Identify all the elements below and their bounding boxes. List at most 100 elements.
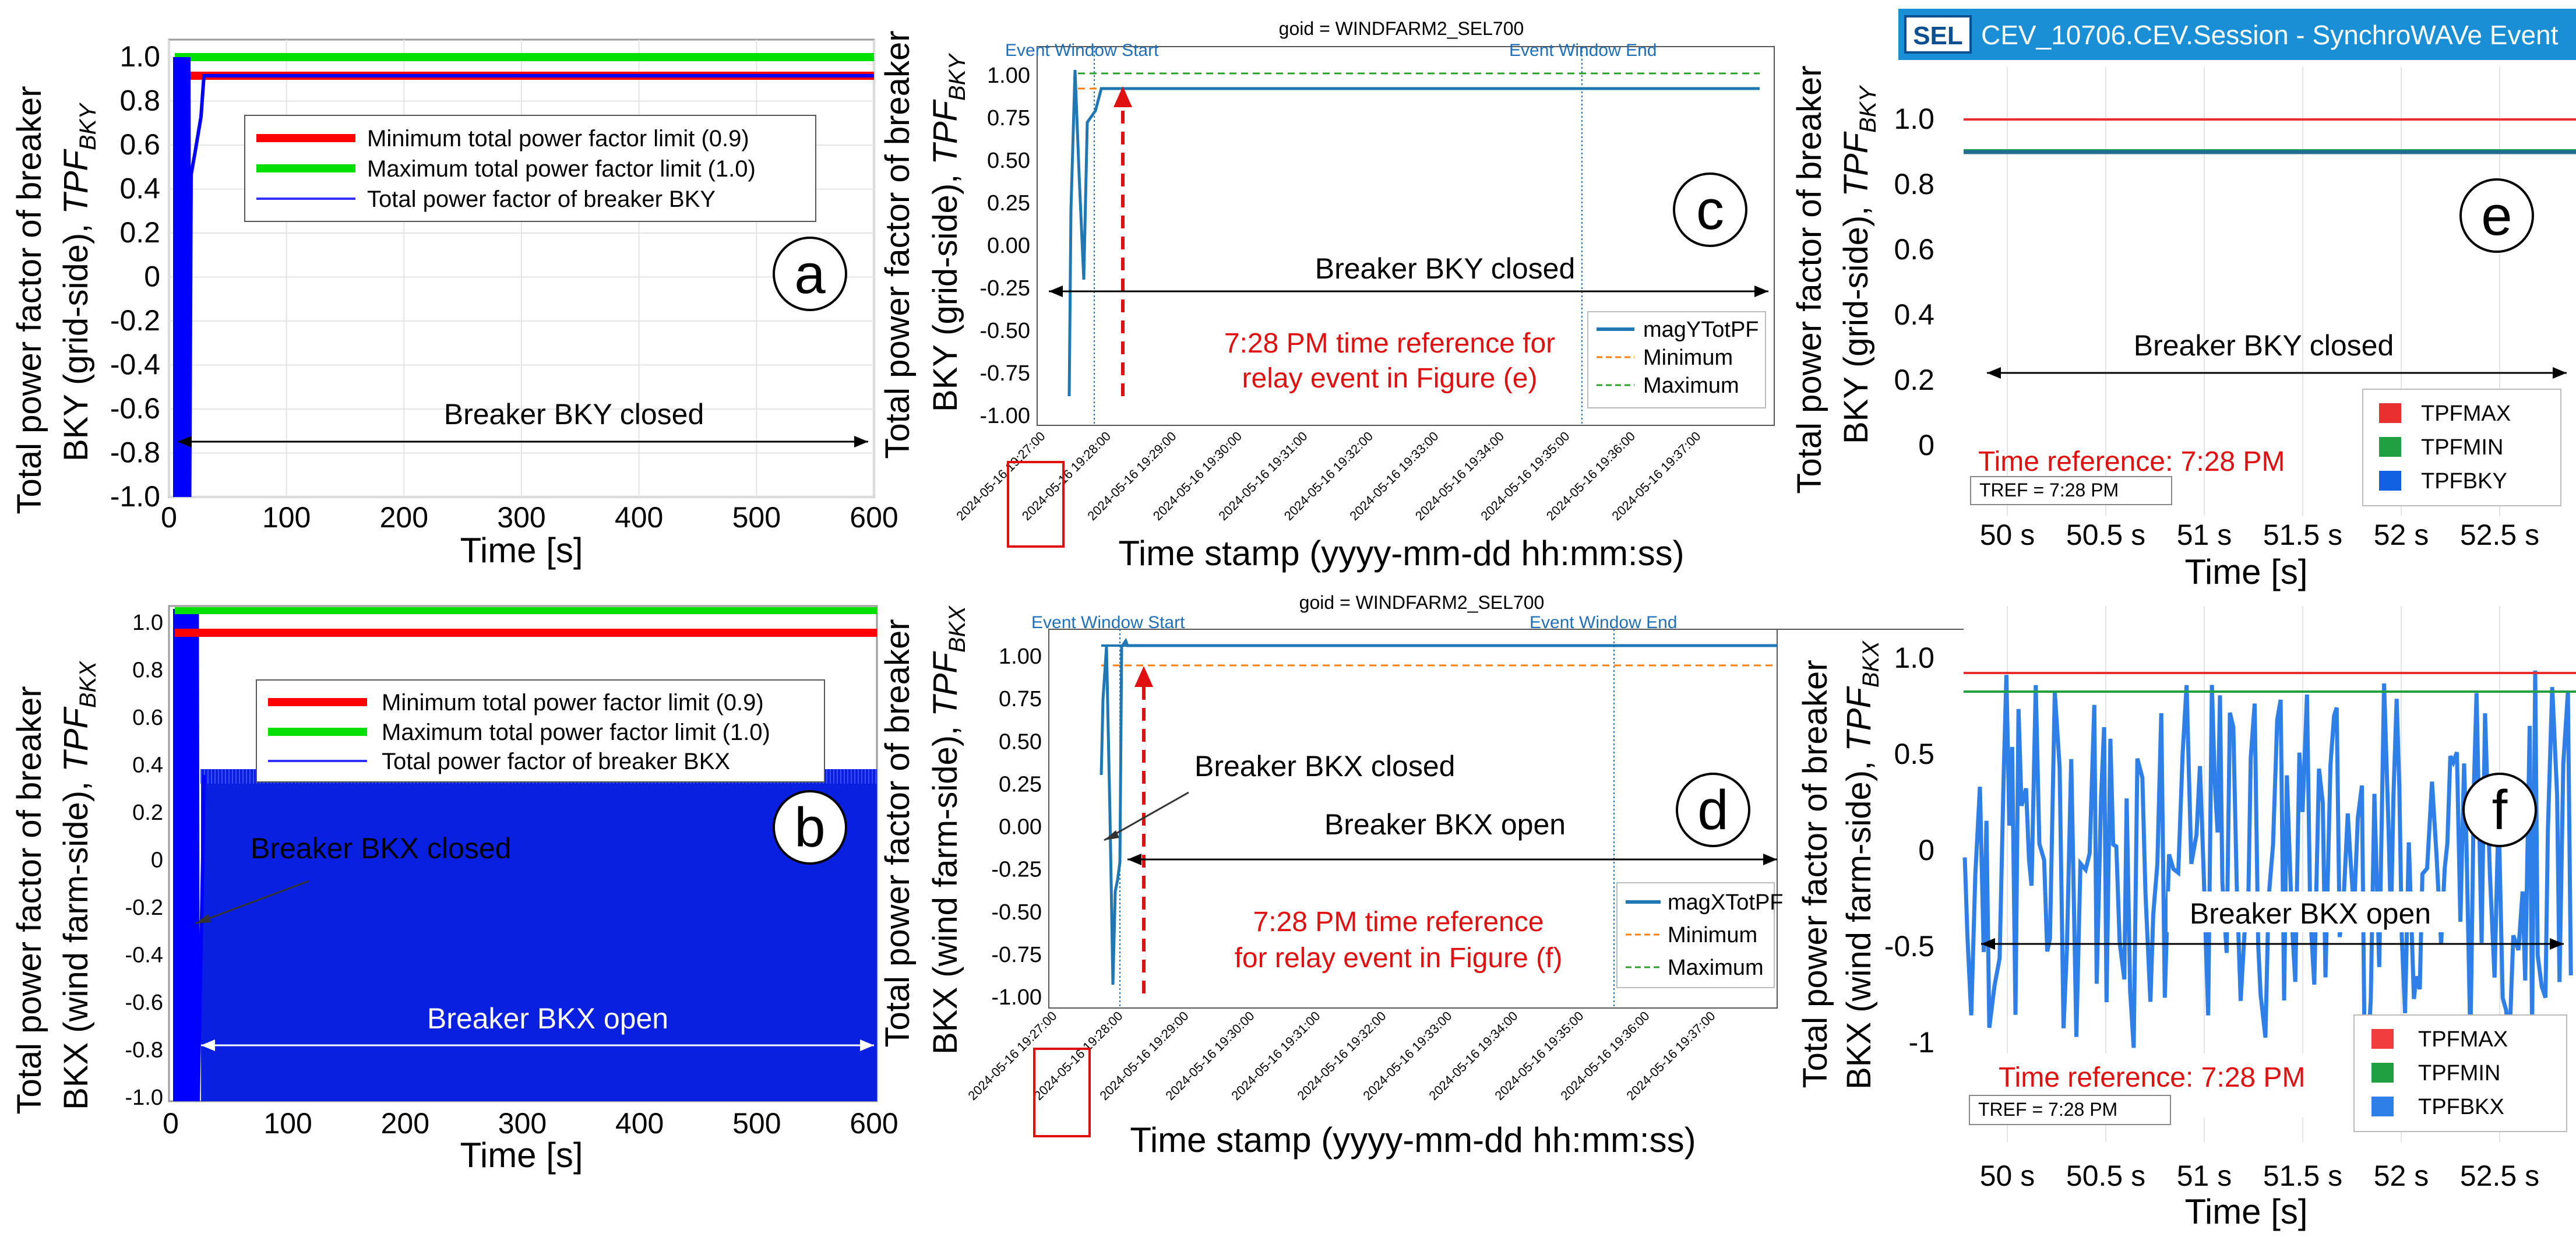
panel-f-xlabel: Time [s] — [2184, 1192, 2307, 1231]
panel-f-ylabel-2: BKX (wind farm-side), TPFBKX — [1840, 640, 1884, 1090]
panel-e-tref-text: TREF = 7:28 PM — [1979, 480, 2119, 501]
panel-a-xtick: 500 — [732, 501, 781, 534]
panel-b: Total power factor of breaker BKX (wind … — [10, 605, 898, 1175]
panel-d-ytick: 0.00 — [999, 815, 1042, 840]
panel-c-ref-line-2: relay event in Figure (e) — [1242, 363, 1538, 394]
panel-d-window-start-label: Event Window Start — [1031, 613, 1185, 632]
panel-f-xtick: 52.5 s — [2460, 1160, 2539, 1192]
panel-c-ytick: 0.50 — [987, 149, 1030, 173]
panel-c-closed-label: Breaker BKY closed — [1315, 252, 1576, 285]
panel-e-sel-logo-text: SEL — [1913, 22, 1963, 50]
panel-e-titlebar — [1898, 9, 2576, 60]
panel-c-series — [1067, 69, 1760, 397]
panel-b-xtick: 600 — [850, 1107, 898, 1140]
panel-f-open-label: Breaker BKX open — [2190, 897, 2431, 930]
panel-d-ytick: 0.75 — [999, 687, 1042, 711]
panel-c-ylabel-1: Total power factor of breaker — [879, 30, 917, 459]
panel-b-ytick: 1.0 — [132, 611, 163, 635]
panel-e-xtick: 50 s — [1980, 519, 2035, 551]
panel-d-ytick: -0.75 — [991, 943, 1042, 967]
panel-e-ylabel-1: Total power factor of breaker — [1791, 65, 1828, 494]
panel-a-legend-max: Maximum total power factor limit (1.0) — [367, 156, 756, 182]
panel-a-ylabel-2: BKY (grid-side), TPFBKY — [57, 102, 101, 461]
panel-d-ytick: 0.50 — [999, 729, 1042, 754]
panel-f-ylabel-1: Total power factor of breaker — [1796, 660, 1834, 1088]
panel-b-legend-max: Maximum total power factor limit (1.0) — [382, 720, 770, 745]
panel-a-ytick: -0.2 — [110, 304, 160, 337]
panel-a-letter-circle — [773, 237, 847, 311]
panel-a-xtick: 200 — [380, 501, 428, 534]
panel-b-ytick: -0.6 — [125, 991, 163, 1015]
panel-f-xtick: 50 s — [1980, 1160, 2035, 1192]
panel-e-closed-label: Breaker BKY closed — [2134, 329, 2394, 362]
panel-d-ytick: -0.50 — [991, 900, 1042, 925]
panel-a-ytick: 0 — [144, 260, 160, 293]
panel-d-legend-min: Minimum — [1668, 923, 1757, 947]
panel-c-ref-line-1: 7:28 PM time reference for — [1224, 328, 1555, 359]
panel-d-letter: d — [1697, 779, 1728, 841]
panel-a-xlabel: Time [s] — [460, 531, 583, 570]
panel-e-ytick: 1.0 — [1894, 103, 1934, 135]
panel-d-ref-line-2: for relay event in Figure (f) — [1235, 943, 1563, 974]
panel-d-highlight-box — [1033, 1048, 1091, 1137]
panel-c-ytick: 0.75 — [987, 106, 1030, 131]
panel-b-legend-min: Minimum total power factor limit (0.9) — [382, 690, 764, 716]
panel-e: Total power factor of breaker BKY (grid-… — [1791, 9, 2576, 591]
panel-b-ytick: -0.2 — [125, 896, 163, 920]
panel-f-ytick: -0.5 — [1884, 930, 1934, 963]
panel-b-ytick: -0.8 — [125, 1038, 163, 1063]
panel-f-tref-text: TREF = 7:28 PM — [1978, 1099, 2117, 1120]
panel-c-ylabel-2: BKY (grid-side), TPFBKY — [926, 52, 970, 412]
panel-b-y-ticks: 1.0 0.8 0.6 0.4 0.2 0 -0.2 -0.4 -0.6 -0.8 -1.0 — [125, 611, 163, 1110]
panel-a-x-ticks: 0 100 200 300 400 500 600 — [161, 40, 898, 534]
panel-d-series — [1100, 637, 1777, 985]
panel-e-ytick: 0.4 — [1894, 298, 1934, 331]
panel-a: Total power factor of breaker BKY (grid-… — [10, 38, 898, 570]
panel-d-ytick: -0.25 — [991, 858, 1042, 882]
panel-b-ylabel-2: BKX (wind farm-side), TPFBKX — [57, 661, 101, 1110]
panel-e-ytick: 0.6 — [1894, 233, 1934, 266]
panel-a-ytick: 0.8 — [119, 84, 160, 117]
panel-f-legend-min: TPFMIN — [2418, 1061, 2500, 1086]
panel-e-time-ref: Time reference: 7:28 PM — [1978, 446, 2285, 477]
panel-b-xtick: 500 — [732, 1107, 781, 1140]
panel-f: Total power factor of breaker BKX (wind … — [1796, 606, 2576, 1231]
panel-b-x-ticks: 0 100 200 300 400 500 600 — [163, 1107, 898, 1140]
panel-c: Total power factor of breaker BKY (grid-… — [879, 18, 1775, 573]
panel-e-ytick: 0.2 — [1894, 364, 1934, 396]
panel-c-legend-max: Maximum — [1643, 373, 1739, 398]
panel-d-closed-label: Breaker BKX closed — [1194, 750, 1455, 783]
panel-f-ytick: 0 — [1918, 834, 1934, 866]
panel-a-ytick: -1.0 — [110, 480, 160, 513]
panel-d-legend-max: Maximum — [1668, 956, 1764, 980]
panel-e-letter: e — [2481, 185, 2512, 247]
panel-f-xtick: 51.5 s — [2263, 1160, 2342, 1192]
panel-c-ytick: -0.50 — [979, 319, 1030, 343]
panel-e-tref-box — [1970, 476, 2172, 505]
panel-b-ytick: -0.4 — [125, 943, 163, 968]
panel-d-ref-line-1: 7:28 PM time reference — [1253, 907, 1544, 938]
panel-c-title: goid = WINDFARM2_SEL700 — [1279, 18, 1524, 39]
panel-f-legend-series: TPFBKX — [2418, 1095, 2504, 1119]
panel-e-window-title: CEV_10706.CEV.Session - SynchroWAVe Even… — [1981, 20, 2559, 50]
panel-c-ytick: -0.25 — [979, 276, 1030, 301]
panel-c-ytick: 0.25 — [987, 191, 1030, 216]
panel-e-y-ticks: 1.0 0.8 0.6 0.4 0.2 0 — [1894, 103, 1934, 461]
panel-d-ylabel-2: BKX (wind farm-side), TPFBKX — [926, 605, 970, 1055]
panel-b-ytick: 0.4 — [132, 753, 163, 778]
panel-e-xtick: 51.5 s — [2263, 519, 2342, 551]
panel-a-ytick: -0.6 — [110, 392, 160, 425]
panel-d-ytick: 0.25 — [999, 772, 1042, 797]
panel-b-bkx-initial — [173, 608, 206, 1102]
panel-a-ytick: 1.0 — [119, 40, 160, 73]
panel-c-ytick: -0.75 — [979, 361, 1030, 386]
panel-b-ytick: -1.0 — [125, 1086, 163, 1110]
panel-d-closed-pointer — [1104, 791, 1189, 841]
panel-b-ylabel-1: Total power factor of breaker — [10, 686, 48, 1114]
panel-f-legend-max: TPFMAX — [2418, 1027, 2508, 1052]
panel-e-ytick: 0.8 — [1894, 168, 1934, 200]
panel-b-ytick: 0 — [151, 848, 163, 873]
panel-d-ytick: -1.00 — [991, 985, 1042, 1010]
